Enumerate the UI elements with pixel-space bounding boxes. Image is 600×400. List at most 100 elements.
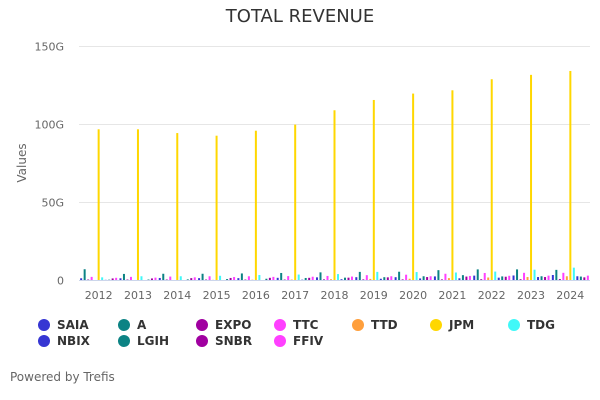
bar-a-2021[interactable]	[437, 270, 440, 280]
credits[interactable]: Powered by Trefis	[10, 370, 115, 384]
bar-tdg-2021[interactable]	[454, 272, 457, 280]
legend-item-ffiv[interactable]: FFIV	[274, 334, 323, 348]
bar-tdg-2022[interactable]	[494, 271, 497, 280]
legend-item-tdg[interactable]: TDG	[508, 318, 555, 332]
bar-saia-2012[interactable]	[80, 278, 83, 280]
bar-saia-2024[interactable]	[551, 275, 554, 280]
bar-ttc-2024[interactable]	[562, 272, 565, 280]
bar-expo-2019[interactable]	[362, 279, 365, 280]
bar-nbix-2019[interactable]	[379, 278, 382, 280]
bar-tdg-2018[interactable]	[337, 274, 339, 280]
bar-saia-2013[interactable]	[119, 278, 122, 280]
bar-saia-2023[interactable]	[512, 275, 515, 280]
bar-jpm-2019[interactable]	[372, 99, 375, 280]
bar-ffiv-2022[interactable]	[508, 275, 511, 280]
bar-tdg-2015[interactable]	[219, 275, 222, 280]
bar-nbix-2023[interactable]	[537, 277, 540, 280]
bar-tdg-2016[interactable]	[258, 275, 261, 280]
legend-item-nbix[interactable]: NBIX	[38, 334, 90, 348]
bar-tdg-2012[interactable]	[101, 277, 104, 280]
bar-a-2013[interactable]	[122, 273, 125, 280]
bar-ttc-2019[interactable]	[365, 275, 368, 280]
bar-tdg-2019[interactable]	[376, 271, 379, 280]
bar-ffiv-2024[interactable]	[586, 275, 589, 280]
bar-saia-2022[interactable]	[473, 275, 476, 280]
bar-nbix-2021[interactable]	[458, 278, 461, 280]
bar-ffiv-2018[interactable]	[351, 276, 353, 280]
bar-snbr-2018[interactable]	[347, 277, 350, 280]
bar-expo-2022[interactable]	[480, 279, 483, 280]
bar-ttc-2012[interactable]	[90, 276, 93, 280]
bar-ttd-2018[interactable]	[330, 279, 332, 280]
bar-ffiv-2023[interactable]	[547, 275, 550, 280]
bar-ttc-2023[interactable]	[523, 272, 526, 280]
bar-lgih-2018[interactable]	[344, 277, 346, 280]
bar-tdg-2024[interactable]	[572, 267, 575, 280]
bar-a-2014[interactable]	[162, 273, 165, 280]
bar-ffiv-2013[interactable]	[154, 277, 157, 280]
bar-ttc-2020[interactable]	[405, 274, 408, 280]
bar-ttc-2018[interactable]	[326, 275, 329, 280]
bar-jpm-2012[interactable]	[97, 129, 100, 280]
bar-ffiv-2015[interactable]	[233, 277, 236, 280]
legend-item-jpm[interactable]: JPM	[430, 318, 474, 332]
bar-saia-2019[interactable]	[355, 277, 358, 280]
bar-nbix-2020[interactable]	[419, 278, 422, 280]
bar-jpm-2024[interactable]	[569, 70, 572, 281]
bar-snbr-2019[interactable]	[386, 277, 389, 280]
bar-ttd-2020[interactable]	[408, 278, 411, 280]
bar-jpm-2016[interactable]	[254, 130, 257, 280]
bar-saia-2018[interactable]	[316, 277, 318, 280]
bar-ffiv-2012[interactable]	[115, 277, 118, 280]
bar-ttc-2016[interactable]	[247, 276, 250, 280]
bar-snbr-2022[interactable]	[504, 276, 507, 280]
bar-expo-2023[interactable]	[519, 279, 522, 280]
bar-ffiv-2016[interactable]	[272, 276, 275, 280]
bar-ttd-2019[interactable]	[369, 278, 372, 280]
bar-snbr-2017[interactable]	[308, 277, 311, 280]
bar-ttc-2015[interactable]	[208, 276, 211, 280]
bar-a-2019[interactable]	[358, 271, 361, 280]
bar-a-2023[interactable]	[516, 269, 519, 280]
bar-ffiv-2021[interactable]	[468, 275, 471, 280]
bar-jpm-2020[interactable]	[412, 93, 415, 280]
bar-a-2024[interactable]	[555, 269, 558, 280]
bar-saia-2015[interactable]	[198, 278, 201, 280]
legend-item-expo[interactable]: EXPO	[196, 318, 251, 332]
bar-ttc-2014[interactable]	[169, 276, 172, 280]
bar-ttd-2022[interactable]	[487, 277, 490, 281]
bar-snbr-2024[interactable]	[583, 277, 586, 280]
bar-snbr-2014[interactable]	[190, 278, 193, 280]
bar-expo-2020[interactable]	[401, 279, 404, 280]
bar-saia-2016[interactable]	[237, 278, 240, 280]
bar-ttd-2021[interactable]	[447, 278, 450, 280]
bar-saia-2017[interactable]	[276, 277, 279, 280]
bar-expo-2018[interactable]	[323, 279, 325, 280]
legend-item-ttd[interactable]: TTD	[352, 318, 398, 332]
bar-ttd-2023[interactable]	[526, 277, 529, 280]
bar-snbr-2012[interactable]	[111, 278, 114, 280]
legend-item-snbr[interactable]: SNBR	[196, 334, 252, 348]
bar-a-2017[interactable]	[280, 272, 283, 280]
bar-snbr-2023[interactable]	[544, 277, 547, 280]
bar-lgih-2021[interactable]	[461, 275, 464, 280]
bar-jpm-2014[interactable]	[176, 133, 179, 280]
bar-ttc-2013[interactable]	[129, 276, 132, 280]
bar-lgih-2023[interactable]	[540, 276, 543, 280]
bar-ffiv-2014[interactable]	[193, 277, 196, 280]
bar-jpm-2021[interactable]	[451, 90, 454, 280]
bar-ffiv-2020[interactable]	[429, 276, 432, 280]
bar-snbr-2021[interactable]	[465, 276, 468, 280]
bar-ttd-2024[interactable]	[565, 276, 568, 280]
bar-a-2018[interactable]	[319, 272, 322, 280]
bar-tdg-2013[interactable]	[140, 276, 143, 280]
bar-lgih-2022[interactable]	[501, 276, 504, 280]
bar-lgih-2024[interactable]	[579, 276, 582, 280]
bar-a-2012[interactable]	[83, 269, 86, 280]
bar-saia-2021[interactable]	[433, 276, 436, 280]
bar-jpm-2018[interactable]	[333, 110, 336, 281]
bar-nbix-2024[interactable]	[576, 276, 579, 280]
bar-snbr-2016[interactable]	[268, 277, 271, 280]
bar-tdg-2017[interactable]	[297, 274, 300, 280]
bar-lgih-2016[interactable]	[265, 278, 268, 280]
